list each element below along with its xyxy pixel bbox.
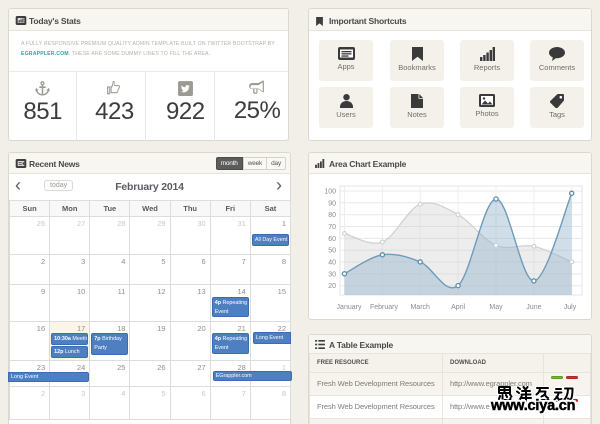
svg-text:100: 100 <box>324 189 336 196</box>
svg-text:May: May <box>489 304 503 311</box>
svg-text:50: 50 <box>328 248 336 255</box>
svg-text:60: 60 <box>328 236 336 243</box>
svg-text:40: 40 <box>328 260 336 267</box>
svg-text:July: July <box>564 304 577 311</box>
svg-text:February: February <box>370 304 399 311</box>
svg-text:20: 20 <box>328 283 336 290</box>
svg-text:30: 30 <box>328 271 336 278</box>
svg-text:90: 90 <box>328 200 336 207</box>
svg-text:January: January <box>337 304 362 311</box>
svg-text:April: April <box>451 304 465 311</box>
svg-text:80: 80 <box>328 212 336 219</box>
svg-text:June: June <box>526 304 541 311</box>
svg-text:March: March <box>410 304 430 311</box>
svg-text:70: 70 <box>328 224 336 231</box>
